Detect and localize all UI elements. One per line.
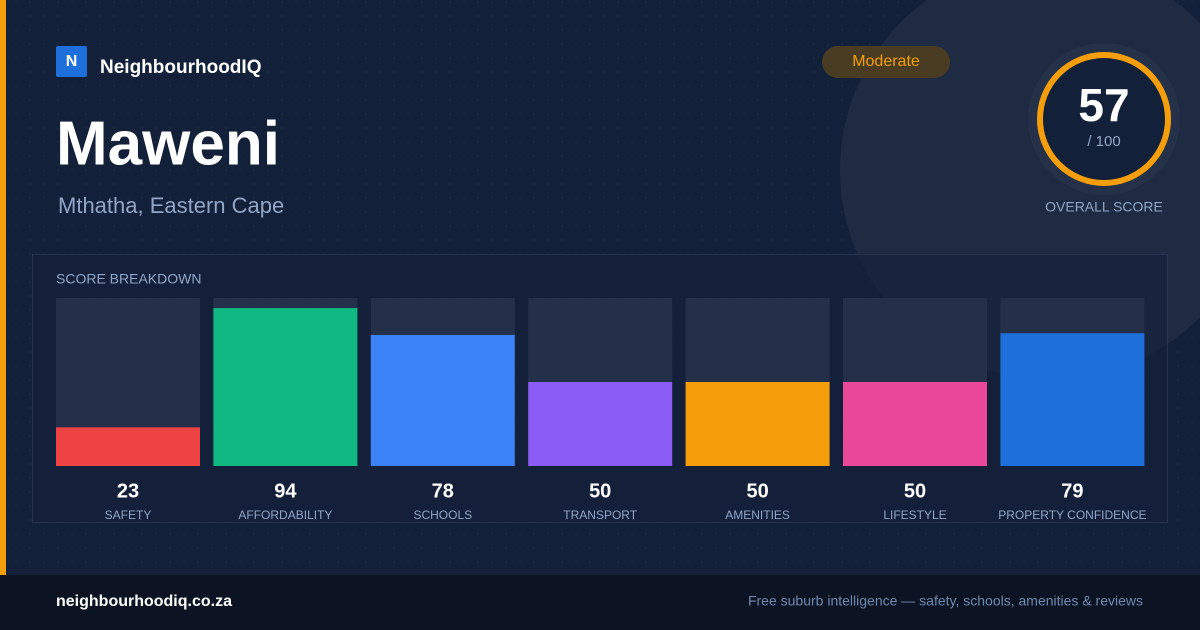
bar-label: SCHOOLS	[413, 508, 472, 522]
score-ring	[1037, 52, 1171, 186]
bar	[685, 382, 830, 466]
bar-value: 78	[432, 480, 454, 502]
score-value: 57	[1078, 79, 1129, 131]
badge-text: Moderate	[852, 53, 920, 70]
bar	[370, 334, 515, 466]
suburb-location: Mthatha, Eastern Cape	[58, 193, 284, 218]
bar-value: 50	[904, 480, 926, 502]
accent-stripe	[0, 0, 6, 575]
bar	[1000, 333, 1145, 466]
bar	[843, 382, 987, 466]
logo-letter: N	[66, 53, 78, 70]
bar-label: TRANSPORT	[563, 508, 637, 522]
bar-value: 79	[1061, 480, 1083, 502]
score-caption: OVERALL SCORE	[1045, 199, 1163, 215]
footer-tagline: Free suburb intelligence — safety, schoo…	[748, 593, 1143, 609]
suburb-title: Maweni	[56, 109, 280, 178]
bar-label: AFFORDABILITY	[238, 508, 332, 522]
bar-label: SAFETY	[105, 508, 152, 522]
bar-label: AMENITIES	[725, 508, 790, 522]
bar	[213, 308, 358, 466]
breakdown-title: SCORE BREAKDOWN	[56, 271, 201, 287]
bar-value: 23	[117, 480, 139, 502]
bar-value: 50	[589, 480, 611, 502]
brand-name: NeighbourhoodIQ	[100, 57, 261, 78]
bar-value: 50	[746, 480, 768, 502]
bar	[528, 382, 673, 466]
bar-label: LIFESTYLE	[883, 508, 946, 522]
score-max: / 100	[1087, 133, 1120, 150]
bar-value: 94	[274, 480, 297, 502]
footer	[0, 575, 1200, 630]
logo	[56, 46, 87, 77]
bar	[56, 427, 200, 466]
bar-label: PROPERTY CONFIDENCE	[998, 508, 1146, 522]
badge	[822, 46, 950, 78]
footer-site: neighbourhoodiq.co.za	[56, 593, 232, 610]
